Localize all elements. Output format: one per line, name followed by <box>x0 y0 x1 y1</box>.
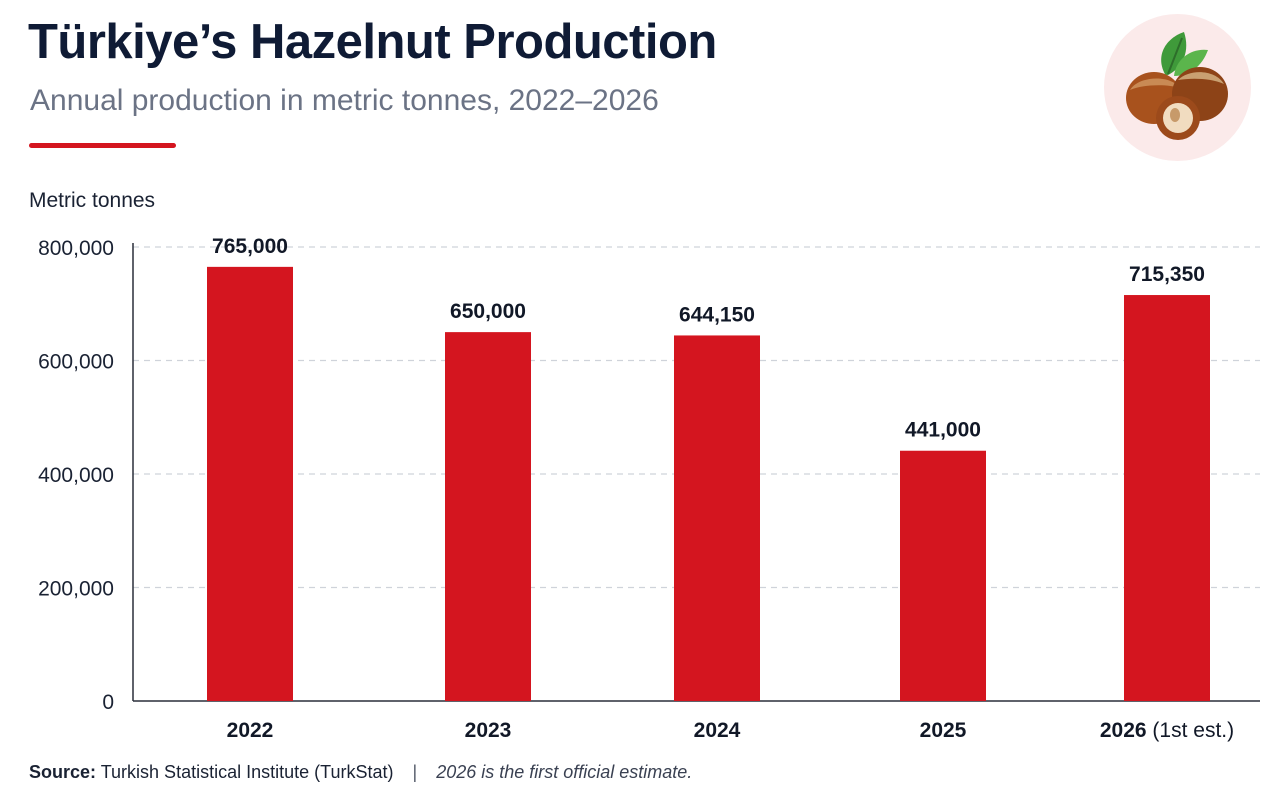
y-tick-label: 400,000 <box>38 464 114 487</box>
x-tick-year: 2025 <box>920 719 967 742</box>
x-tick-label: 2022 <box>227 719 274 742</box>
estimate-note: 2026 is the first official estimate. <box>436 762 693 782</box>
x-tick-year: 2024 <box>694 719 741 742</box>
data-label: 715,350 <box>1129 263 1205 286</box>
y-axis-title: Metric tonnes <box>29 189 155 212</box>
chart-title: Türkiye’s Hazelnut Production <box>28 15 717 69</box>
data-label: 644,150 <box>679 303 755 326</box>
x-tick-year: 2026 <box>1100 719 1147 742</box>
source-note: Source: Turkish Statistical Institute (T… <box>29 762 692 783</box>
x-tick-label: 2026 (1st est.) <box>1100 719 1234 742</box>
x-tick-suffix: (1st est.) <box>1147 719 1235 742</box>
bar <box>445 332 531 701</box>
hazelnut-badge <box>1104 14 1251 161</box>
y-tick-label: 800,000 <box>38 237 114 260</box>
bar <box>674 335 760 701</box>
x-tick-label: 2023 <box>465 719 512 742</box>
bars <box>207 266 1210 701</box>
x-tick-label: 2024 <box>694 719 741 742</box>
data-label: 765,000 <box>212 235 288 258</box>
labels: Metric tonnes 0 200,000 400,000 600,000 800,0… <box>29 189 1234 742</box>
bar <box>1124 295 1210 701</box>
data-label: 650,000 <box>450 300 526 323</box>
bar <box>207 266 293 701</box>
source-text: Turkish Statistical Institute (TurkStat) <box>100 762 394 782</box>
y-tick-label: 0 <box>102 691 114 714</box>
x-tick-label: 2025 <box>920 719 967 742</box>
x-tick-year: 2022 <box>227 719 274 742</box>
data-label: 441,000 <box>905 419 981 442</box>
title-underline <box>29 143 176 148</box>
bar <box>900 450 986 701</box>
y-tick-label: 200,000 <box>38 578 114 601</box>
y-tick-label: 600,000 <box>38 351 114 374</box>
hazelnut-icon <box>1126 32 1228 140</box>
source-label: Source: <box>29 762 97 782</box>
chart-subtitle: Annual production in metric tonnes, 2022… <box>30 84 659 117</box>
source-separator: | <box>412 762 418 782</box>
x-tick-year: 2023 <box>465 719 512 742</box>
